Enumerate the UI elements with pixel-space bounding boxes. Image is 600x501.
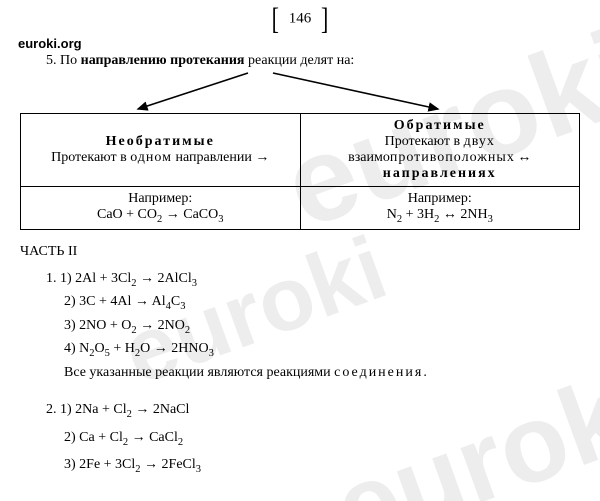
irrev-desc-bold: одном (130, 150, 172, 165)
q1-item-1: 2) 3C + 4Al → Al4C3 (64, 291, 582, 315)
intro-prefix: 5. По (46, 53, 81, 68)
cell-example-left: Например: CaO + CO2 → CaCO3 (21, 187, 301, 230)
cell-irreversible: Необратимые Протекают в одном направлени… (21, 114, 301, 187)
rev-desc-mid: взаимо (348, 150, 390, 165)
reactions-table: Необратимые Протекают в одном направлени… (20, 113, 580, 230)
q2-item-0: 1) 2Na + Cl2 → 2NaCl (60, 402, 189, 417)
q2-num: 2. (46, 402, 57, 417)
rev-desc-b3: направлениях (383, 166, 497, 181)
rev-desc-b1: двух (464, 134, 495, 149)
q1-num: 1. (46, 271, 57, 286)
irrev-desc-post: направлении → (172, 150, 269, 165)
question-1: 1. 1) 2Al + 3Cl2 → 2AlCl3 (46, 268, 582, 292)
intro-bold: направлению протекания (81, 53, 245, 68)
eg-right: N2 + 3H2 ↔ 2NH3 (387, 207, 493, 222)
page-number: 146 (289, 10, 312, 26)
concl-bold: соединения (334, 365, 423, 380)
rev-desc-post: х ↔ (507, 150, 532, 165)
part2-label: ЧАСТЬ II (20, 244, 582, 260)
q1-conclusion: Все указанные реакции являются реакциями… (64, 362, 582, 383)
table-row: Необратимые Протекают в одном направлени… (21, 114, 580, 187)
bracket-right: ] (321, 1, 328, 37)
rev-title: Обратимые (394, 118, 486, 133)
site-label: euroki.org (18, 36, 582, 51)
eg-label-r: Например: (408, 191, 472, 206)
rev-desc-pre: Протекают в (385, 134, 464, 149)
q1-item-0: 1) 2Al + 3Cl2 → 2AlCl3 (60, 271, 197, 286)
intro-line: 5. По направлению протекания реакции дел… (46, 53, 582, 69)
irrev-desc-pre: Протекают в (51, 150, 130, 165)
q2-item-1: 2) Ca + Cl2 → CaCl2 (64, 425, 582, 453)
question-2: 2. 1) 2Na + Cl2 → 2NaCl (46, 397, 582, 425)
arrows-diagram (18, 71, 582, 113)
concl-pre: Все указанные реакции являются реакциями (64, 365, 334, 380)
table-row: Например: CaO + CO2 → CaCO3 Например: N2… (21, 187, 580, 230)
eg-label-l: Например: (128, 191, 192, 206)
cell-example-right: Например: N2 + 3H2 ↔ 2NH3 (300, 187, 580, 230)
arrows-svg (18, 71, 578, 113)
concl-post: . (423, 365, 427, 380)
rev-desc-b2: противоположны (390, 150, 507, 165)
irrev-title: Необратимые (106, 134, 215, 149)
eg-left: CaO + CO2 → CaCO3 (97, 207, 224, 222)
q1-item-2: 3) 2NO + O2 → 2NO2 (64, 315, 582, 339)
q2-item-2: 3) 2Fe + 3Cl2 → 2FeCl3 (64, 452, 582, 480)
page: [ 146 ] euroki.org 5. По направлению про… (0, 0, 600, 501)
page-number-wrap: [ 146 ] (18, 6, 582, 32)
bracket-left: [ (272, 1, 279, 37)
q1-item-3: 4) N2O5 + H2O → 2HNO3 (64, 338, 582, 362)
cell-reversible: Обратимые Протекают в двух взаимопротиво… (300, 114, 580, 187)
intro-suffix: реакции делят на: (244, 53, 354, 68)
